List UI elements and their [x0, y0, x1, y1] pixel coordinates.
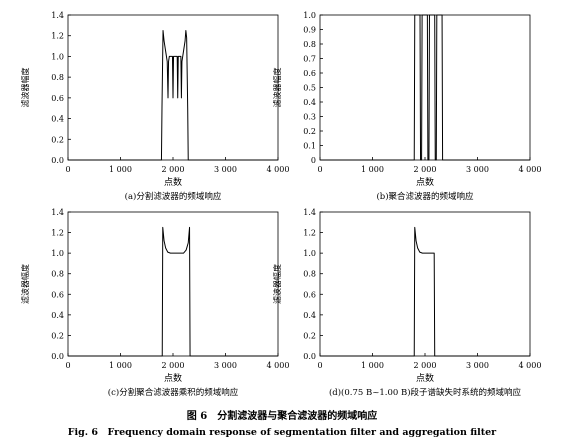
y-axis-label: 滤波器幅度: [272, 264, 282, 304]
x-tick-label: 2 000: [414, 361, 437, 370]
y-tick-label: 0.6: [303, 290, 316, 299]
y-tick-label: 0: [311, 156, 316, 165]
y-tick-label: 0.3: [303, 113, 316, 122]
x-tick-label: 0: [317, 165, 322, 174]
x-tick-label: 2 000: [162, 361, 185, 370]
y-tick-label: 1.0: [303, 249, 316, 258]
chart-caption: (d)(0.75 B~1.00 B)段子谱缺失时系统的频域响应: [329, 387, 522, 398]
chart-b: 0 1 000 2 000 3 000 4 000 0 0.1 0.2 0.3 0.4 0.5 0.6…: [272, 11, 541, 202]
x-tick-label: 4 000: [267, 165, 290, 174]
y-tick-label: 0.8: [51, 73, 64, 82]
plot-frame: [319, 211, 531, 357]
y-tick-label: 0.6: [303, 69, 316, 78]
figure-title-en: Fig. 6 Frequency domain response of segm…: [67, 427, 497, 438]
y-tick-label: 1.2: [303, 229, 316, 238]
y-tick-label: 0.2: [303, 127, 316, 136]
x-tick-label: 0: [317, 361, 322, 370]
plot-frame: [319, 14, 531, 161]
y-tick-label: 0.0: [303, 352, 316, 361]
x-tick-label: 4 000: [519, 361, 542, 370]
y-tick-label: 0.6: [51, 290, 64, 299]
x-tick-label: 1 000: [109, 165, 132, 174]
x-tick-label: 3 000: [214, 361, 237, 370]
x-tick-label: 2 000: [414, 165, 437, 174]
x-tick-label: 1 000: [109, 361, 132, 370]
x-axis-label: 点数: [416, 176, 434, 188]
series-line: [320, 226, 530, 357]
chart-d: 0 1 000 2 000 3 000 4 000 0.0 0.2 0.4 0.6 0.8 1.0 1…: [272, 208, 541, 398]
x-tick-label: 4 000: [267, 361, 290, 370]
y-tick-label: 0.2: [303, 331, 316, 340]
x-tick-label: 1 000: [361, 361, 384, 370]
x-axis-label: 点数: [416, 372, 434, 384]
y-tick-label: 1.0: [303, 11, 316, 20]
y-tick-label: 0.2: [51, 135, 64, 144]
x-tick-label: 0: [65, 165, 70, 174]
y-axis-label: 滤波器幅度: [20, 68, 30, 108]
y-tick-label: 1.0: [51, 52, 64, 61]
y-tick-label: 0.0: [51, 352, 64, 361]
y-tick-label: 0.2: [51, 331, 64, 340]
chart-a: 0 1 000 2 000 3 000 4 000 0.0 0.2 0.4 0.6 0.8 1.0 1…: [20, 11, 289, 202]
x-tick-label: 0: [65, 361, 70, 370]
y-tick-label: 0.6: [51, 94, 64, 103]
y-tick-label: 0.7: [303, 55, 316, 64]
y-tick-label: 0.4: [303, 98, 316, 107]
chart-caption: (b)聚合滤波器的频域响应: [376, 191, 474, 202]
x-axis-label: 点数: [164, 176, 182, 188]
x-tick-label: 4 000: [519, 165, 542, 174]
y-tick-label: 0.8: [303, 40, 316, 49]
figure-title-cn: 图 6 分割滤波器与聚合滤波器的频域响应: [186, 411, 378, 422]
x-tick-label: 3 000: [214, 165, 237, 174]
x-axis-label: 点数: [164, 372, 182, 384]
series-line: [68, 226, 278, 357]
x-tick-label: 2 000: [162, 165, 185, 174]
chart-c: 0 1 000 2 000 3 000 4 000 0.0 0.2 0.4 0.6 0.8 1.0 1…: [20, 208, 289, 398]
plot-frame: [67, 211, 279, 357]
y-tick-label: 0.8: [51, 270, 64, 279]
y-tick-label: 0.4: [51, 311, 64, 320]
y-tick-label: 1.2: [51, 32, 64, 41]
y-tick-label: 0.8: [303, 270, 316, 279]
series-line: [68, 30, 278, 161]
series-line: [320, 14, 530, 161]
x-tick-label: 1 000: [361, 165, 384, 174]
y-tick-label: 1.4: [51, 208, 64, 217]
y-tick-label: 0.0: [51, 156, 64, 165]
y-tick-label: 0.4: [51, 115, 64, 124]
y-tick-label: 1.4: [303, 208, 316, 217]
y-axis-label: 滤波器幅度: [272, 68, 282, 108]
chart-caption: (a)分割滤波器的频域响应: [125, 191, 222, 202]
chart-caption: (c)分割聚合滤波器乘积的频域响应: [108, 387, 239, 398]
y-tick-label: 0.9: [303, 26, 316, 35]
x-tick-label: 3 000: [466, 361, 489, 370]
y-tick-label: 0.5: [303, 84, 316, 93]
x-tick-label: 3 000: [466, 165, 489, 174]
y-tick-label: 1.0: [51, 249, 64, 258]
y-axis-label: 滤波器幅度: [20, 264, 30, 304]
y-tick-label: 0.4: [303, 311, 316, 320]
y-tick-label: 1.2: [51, 229, 64, 238]
y-tick-label: 0.1: [303, 142, 316, 151]
y-tick-label: 1.4: [51, 11, 64, 20]
